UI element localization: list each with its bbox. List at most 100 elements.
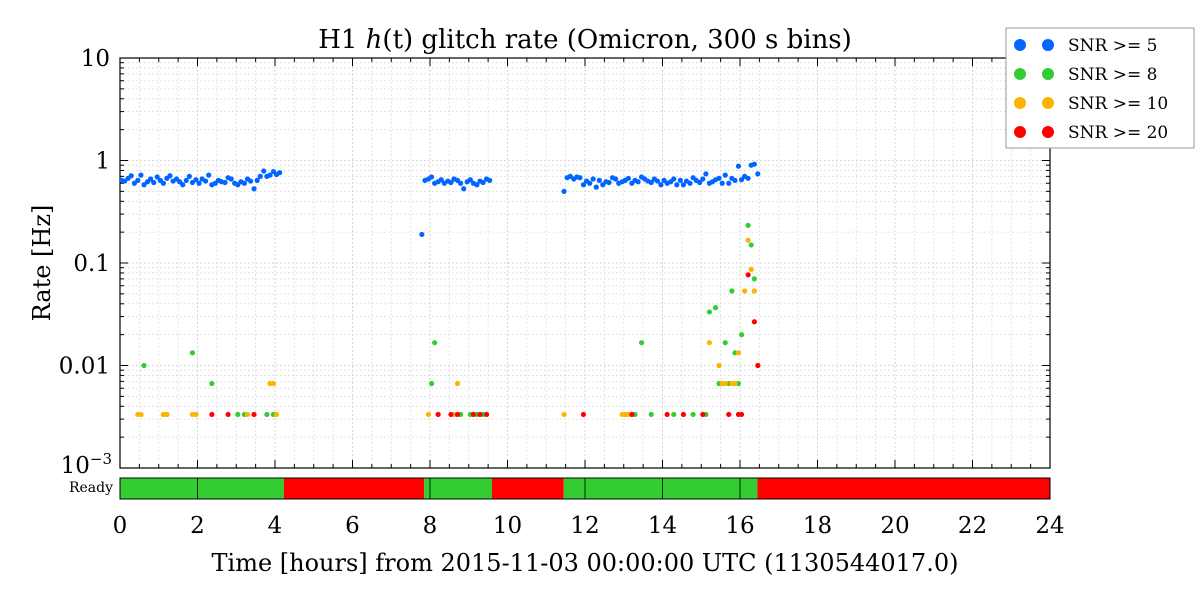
data-point-series-4 xyxy=(483,411,490,418)
legend-marker xyxy=(1042,97,1054,109)
y-axis-title: Rate [Hz] xyxy=(28,205,56,322)
y-tick-label: 10 xyxy=(81,46,110,72)
data-point-series-3 xyxy=(244,411,251,418)
legend-marker xyxy=(1014,126,1026,138)
data-point-series-1 xyxy=(577,175,583,181)
data-point-series-3 xyxy=(716,362,722,369)
legend-label: SNR >= 10 xyxy=(1068,94,1168,114)
x-tick-label: 8 xyxy=(423,513,438,539)
data-point-series-2 xyxy=(432,340,438,346)
data-point-series-4 xyxy=(664,411,670,418)
data-point-series-1 xyxy=(732,177,738,183)
segment-bar-frame xyxy=(119,477,1051,500)
data-point-series-1 xyxy=(186,173,192,179)
data-point-series-1 xyxy=(458,180,464,186)
data-point-series-1 xyxy=(438,177,444,183)
y-tick-labels: 10 1 0.1 0.01 xyxy=(59,46,110,380)
data-point-series-1 xyxy=(677,177,683,183)
data-point-series-4 xyxy=(755,362,761,369)
x-tick-label: 22 xyxy=(958,513,987,539)
x-tick-label: 0 xyxy=(113,513,128,539)
data-point-series-3 xyxy=(706,340,712,346)
data-point-series-4 xyxy=(209,411,215,418)
data-point-series-1 xyxy=(480,179,486,186)
legend-box xyxy=(1005,27,1195,149)
data-point-series-2 xyxy=(712,305,719,311)
data-point-series-1 xyxy=(183,177,189,183)
data-point-series-1 xyxy=(131,180,137,186)
data-point-series-2 xyxy=(189,350,196,356)
data-point-series-3 xyxy=(164,411,170,418)
data-point-series-4 xyxy=(580,411,587,418)
data-point-series-4 xyxy=(477,411,483,418)
data-point-series-1 xyxy=(658,182,664,188)
legend-marker xyxy=(1014,97,1026,109)
legend-label: SNR >= 8 xyxy=(1068,65,1157,85)
data-point-series-3 xyxy=(748,266,754,272)
data-point-series-1 xyxy=(613,176,619,182)
data-point-series-1 xyxy=(251,186,257,192)
data-point-series-1 xyxy=(580,182,587,188)
data-point-series-1 xyxy=(703,171,709,177)
x-tick-label: 6 xyxy=(345,513,360,539)
data-point-series-4 xyxy=(680,411,687,418)
data-point-series-2 xyxy=(690,411,696,418)
segment-off xyxy=(283,478,425,499)
data-point-series-1 xyxy=(654,178,661,184)
data-point-series-2 xyxy=(638,340,645,346)
data-point-series-1 xyxy=(697,179,703,186)
data-point-series-1 xyxy=(593,184,599,190)
data-point-series-2 xyxy=(751,276,757,282)
axis-ticks xyxy=(119,58,1051,468)
data-point-series-1 xyxy=(154,174,160,180)
data-point-series-3 xyxy=(732,380,738,387)
y-tick-label: 0.01 xyxy=(59,354,110,380)
grid xyxy=(120,58,1050,468)
data-point-series-2 xyxy=(428,380,435,387)
x-tick-label: 14 xyxy=(648,513,677,539)
data-point-series-1 xyxy=(680,182,687,188)
data-point-series-1 xyxy=(254,177,260,183)
data-point-series-1 xyxy=(487,177,493,183)
data-point-series-3 xyxy=(735,350,742,356)
x-tick-label: 24 xyxy=(1035,513,1064,539)
data-point-series-1 xyxy=(257,173,263,179)
x-tick-label: 10 xyxy=(493,513,522,539)
data-point-series-3 xyxy=(722,380,728,387)
data-point-series-1 xyxy=(267,172,273,178)
data-point-series-1 xyxy=(596,177,602,183)
data-point-series-1 xyxy=(722,172,728,178)
data-point-series-3 xyxy=(138,411,144,418)
segment-off xyxy=(757,478,1050,499)
data-point-series-3 xyxy=(270,380,277,387)
data-point-series-1 xyxy=(148,176,154,182)
segment-on xyxy=(563,478,758,499)
data-point-series-1 xyxy=(241,180,247,186)
segment-label: Ready xyxy=(69,480,113,496)
data-point-series-4 xyxy=(629,411,635,418)
x-tick-labels: 0 2 4 6 8 10 12 14 16 18 20 22 24 xyxy=(113,513,1065,539)
data-point-series-1 xyxy=(122,178,128,184)
data-point-series-1 xyxy=(735,163,742,169)
data-point-series-2 xyxy=(738,332,745,338)
data-point-series-2 xyxy=(729,288,735,294)
data-point-series-1 xyxy=(716,175,722,181)
data-point-series-3 xyxy=(425,411,432,418)
legend-label: SNR >= 20 xyxy=(1068,123,1168,143)
data-point-series-1 xyxy=(561,188,567,194)
data-point-series-1 xyxy=(448,179,454,186)
data-point-series-1 xyxy=(726,180,732,186)
data-point-series-4 xyxy=(745,272,751,278)
data-point-series-1 xyxy=(587,180,593,186)
data-point-series-1 xyxy=(261,168,267,174)
data-point-series-1 xyxy=(228,176,234,182)
y-tick-label: 0.1 xyxy=(73,251,110,277)
data-point-series-1 xyxy=(738,177,745,183)
data-point-series-3 xyxy=(751,288,757,294)
data-point-series-2 xyxy=(209,380,215,387)
data-point-series-3 xyxy=(742,288,748,294)
data-point-series-1 xyxy=(606,179,612,186)
data-point-series-4 xyxy=(738,411,745,418)
x-tick-label: 20 xyxy=(880,513,909,539)
data-point-series-1 xyxy=(160,180,166,186)
